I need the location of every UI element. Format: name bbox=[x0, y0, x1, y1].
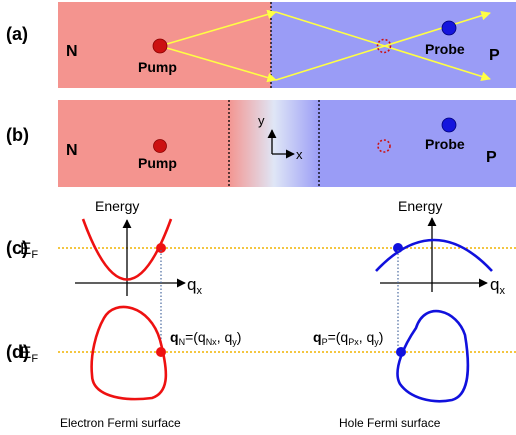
ray-pump-down bbox=[159, 45, 277, 83]
pump-source-b bbox=[153, 139, 167, 153]
depletion-region-b bbox=[228, 100, 320, 187]
pump-label-b: Pump bbox=[138, 155, 177, 171]
tag-b: (b) bbox=[6, 125, 29, 145]
panel-d: qN=(qNx, qy) qP=(qPx, qy) EF Electron Fe… bbox=[20, 305, 516, 430]
qx-label-right: qx bbox=[490, 275, 505, 297]
qp-label: qP=(qPx, qy) bbox=[313, 329, 383, 347]
p-label-a: P bbox=[489, 47, 500, 64]
panel-a: Pump Probe N P bbox=[58, 2, 516, 88]
ray-pump-up bbox=[159, 9, 277, 47]
electron-fermi-surface bbox=[90, 305, 168, 401]
electron-surface-dot bbox=[156, 347, 166, 357]
panel-c: Energy qx Energy qx EF bbox=[20, 198, 516, 297]
pump-source-a bbox=[152, 38, 168, 54]
n-region-b bbox=[58, 100, 229, 187]
tag-c: (c) bbox=[6, 238, 28, 258]
probe-a bbox=[441, 20, 457, 36]
qx-label-left: qx bbox=[187, 275, 202, 297]
tag-a: (a) bbox=[6, 24, 28, 44]
hole-band bbox=[375, 238, 493, 272]
probe-b bbox=[441, 117, 457, 133]
pump-label-a: Pump bbox=[138, 59, 177, 75]
panel-b: x y Pump Probe N P bbox=[58, 100, 516, 187]
ray-refracted-down bbox=[275, 11, 491, 81]
n-label-a: N bbox=[66, 43, 78, 60]
p-label-b: P bbox=[486, 149, 497, 166]
x-axis-label: x bbox=[296, 147, 303, 162]
n-label-b: N bbox=[66, 142, 78, 159]
focus-image-a bbox=[376, 38, 392, 54]
ef-label-c: EF bbox=[20, 239, 38, 261]
hole-surface-dot bbox=[396, 347, 406, 357]
electron-caption: Electron Fermi surface bbox=[60, 416, 181, 430]
y-axis-label: y bbox=[258, 113, 265, 128]
qn-label: qN=(qNx, qy) bbox=[170, 329, 241, 347]
tag-d: (d) bbox=[6, 342, 29, 362]
ef-label-d: EF bbox=[20, 343, 38, 365]
hole-fermi-surface bbox=[396, 309, 470, 403]
probe-label-a: Probe bbox=[425, 41, 465, 57]
p-region-b bbox=[319, 100, 516, 187]
energy-label-left: Energy bbox=[95, 198, 139, 214]
hole-state-dot bbox=[393, 243, 403, 253]
focus-image-b bbox=[377, 139, 391, 153]
hole-caption: Hole Fermi surface bbox=[339, 416, 441, 430]
electron-state-dot bbox=[156, 243, 166, 253]
energy-label-right: Energy bbox=[398, 198, 442, 214]
probe-label-b: Probe bbox=[425, 136, 465, 152]
